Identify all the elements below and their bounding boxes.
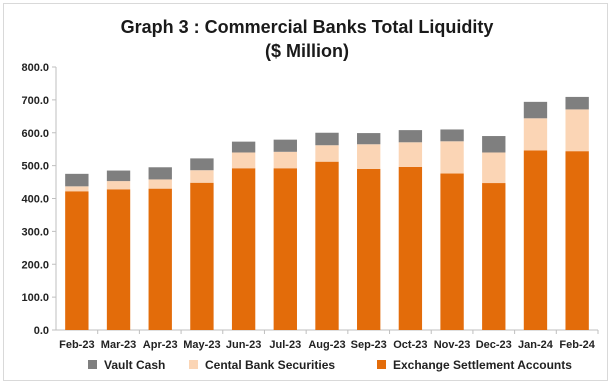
bar-segment — [398, 142, 423, 167]
bar-segment — [273, 139, 297, 152]
x-tick-label: Jun-23 — [226, 339, 261, 351]
y-tick-label: 400.0 — [21, 194, 49, 206]
bar-segment — [398, 166, 423, 330]
x-tick-label: Jan-24 — [518, 339, 554, 351]
bar-segment — [565, 151, 589, 330]
bar-segment — [106, 181, 131, 190]
bar-segment — [523, 101, 548, 119]
bar-segment — [565, 109, 589, 152]
y-tick-label: 200.0 — [21, 259, 49, 271]
x-tick-label: Feb-24 — [559, 339, 595, 351]
bar-segment — [190, 182, 214, 330]
y-tick-label: 700.0 — [21, 95, 49, 107]
bar-segment — [231, 141, 256, 153]
bar-segment — [398, 130, 423, 143]
y-tick-label: 0.0 — [34, 325, 49, 337]
bar-segment — [315, 145, 339, 162]
chart-subtitle: ($ Million) — [265, 41, 349, 61]
bar-segment — [106, 189, 131, 330]
bar-segment — [231, 152, 256, 169]
x-tick-label: May-23 — [183, 339, 220, 351]
x-tick-label: Aug-23 — [308, 339, 345, 351]
bar-segment — [65, 173, 89, 187]
x-tick-label: Sep-23 — [351, 339, 387, 351]
x-axis: Feb-23 Mar-23 Apr-23 May-23 Jun-23 Jul-23 Aug-… — [56, 329, 599, 351]
y-tick-label: 800.0 — [21, 62, 49, 74]
bar-segment — [440, 173, 464, 330]
bar-segment — [523, 118, 548, 151]
legend-swatch — [377, 360, 386, 369]
y-tick-label: 300.0 — [21, 226, 49, 238]
y-tick-label: 600.0 — [21, 128, 49, 140]
x-tick-label: Oct-23 — [393, 339, 427, 351]
bar-segment — [190, 158, 214, 171]
x-tick-label: Feb-23 — [59, 339, 94, 351]
bar-segment — [357, 144, 381, 169]
bar-segment — [523, 150, 548, 330]
bar-segment — [148, 188, 172, 330]
bar-segment — [357, 133, 381, 145]
bar-segment — [315, 161, 339, 330]
bars — [65, 96, 589, 330]
chart-frame — [3, 3, 608, 381]
bar-segment — [65, 186, 89, 192]
legend-swatch — [88, 360, 97, 369]
x-tick-label: Apr-23 — [143, 339, 178, 351]
bar-segment — [190, 170, 214, 183]
bar-segment — [148, 179, 172, 189]
x-tick-label: Dec-23 — [476, 339, 512, 351]
x-tick-label: Nov-23 — [434, 339, 471, 351]
legend-label: Cental Bank Securities — [205, 358, 335, 372]
bar-segment — [565, 96, 589, 110]
bar-segment — [148, 167, 172, 180]
y-tick-label: 100.0 — [21, 292, 49, 304]
legend-label: Exchange Settlement Accounts — [393, 358, 572, 372]
x-tick-label: Mar-23 — [101, 339, 136, 351]
bar-segment — [440, 129, 464, 142]
bar-segment — [357, 168, 381, 330]
legend-swatch — [189, 360, 198, 369]
bar-segment — [231, 168, 256, 330]
legend-label: Vault Cash — [104, 358, 165, 372]
x-tick-label: Jul-23 — [269, 339, 301, 351]
legend: Vault Cash Cental Bank Securities Exchange… — [88, 358, 572, 372]
bar-segment — [482, 183, 506, 330]
y-tick-label: 500.0 — [21, 161, 49, 173]
bar-segment — [65, 191, 89, 330]
bar-segment — [315, 132, 339, 146]
bar-segment — [440, 141, 464, 174]
bar-segment — [482, 136, 506, 153]
y-axis: 0.0 100.0 200.0 300.0 400.0 500.0 600.0 700.0 80… — [21, 62, 57, 337]
bar-segment — [273, 151, 297, 169]
bar-segment — [106, 170, 131, 182]
bar-segment — [482, 152, 506, 184]
bar-segment — [273, 168, 297, 330]
chart-title: Graph 3 : Commercial Banks Total Liquidi… — [121, 17, 494, 37]
